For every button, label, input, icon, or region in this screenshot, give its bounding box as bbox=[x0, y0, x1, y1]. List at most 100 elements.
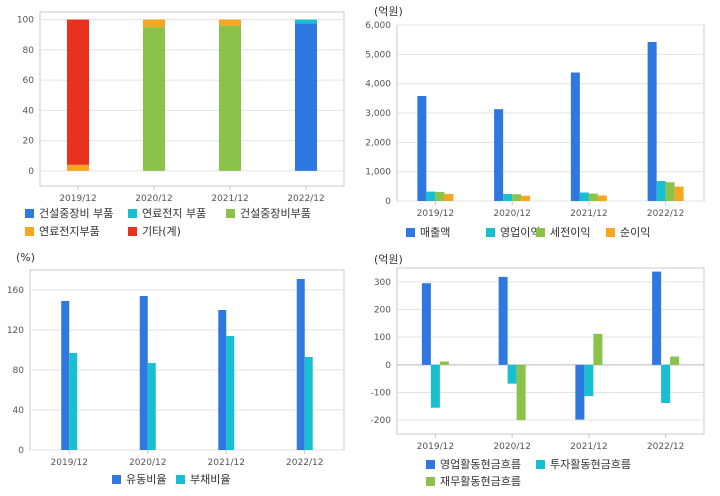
legend-item: 세전이익 bbox=[536, 224, 590, 240]
y-tick-label: 0 bbox=[385, 197, 391, 207]
bar-3-2 bbox=[219, 19, 241, 26]
y-tick-label: 40 bbox=[23, 106, 35, 116]
bar-0-2 bbox=[570, 72, 580, 202]
y-tick-label: 1,000 bbox=[365, 168, 391, 178]
legend-label: 순이익 bbox=[620, 226, 651, 239]
legend-item: 유동비율 bbox=[112, 471, 166, 487]
stacked-ratio-legend: 건설중장비 부품 연료전지 부품 건설중장비부품 연료전지부품 기타(계) bbox=[0, 0, 360, 250]
bar-1-2 bbox=[584, 364, 594, 397]
bar-1-2 bbox=[579, 192, 589, 201]
bar-1-2 bbox=[226, 336, 235, 450]
y-tick-label: 20 bbox=[23, 137, 35, 147]
plot-frame bbox=[39, 11, 345, 187]
bar-2-3 bbox=[670, 356, 680, 365]
bar-0-3 bbox=[296, 279, 305, 450]
x-tick-label: 2021/12 bbox=[570, 442, 607, 452]
x-tick-label: 2019/12 bbox=[59, 194, 96, 204]
bar-2-2 bbox=[588, 193, 598, 201]
legend-swatch bbox=[606, 227, 615, 237]
y-tick-label: 160 bbox=[7, 286, 24, 296]
legend-label: 매출액 bbox=[420, 226, 451, 239]
legend-label: 투자활동현금흐름 bbox=[550, 458, 631, 471]
legend-swatch bbox=[25, 226, 34, 236]
x-tick-label: 2019/12 bbox=[417, 442, 454, 452]
y-tick-label: 80 bbox=[13, 366, 25, 376]
bar-0-2 bbox=[575, 364, 585, 420]
income-chart: 0 1,000 2,000 3,000 4,000 5,000 6,000 2019/12 20… bbox=[365, 21, 705, 219]
bar-2-1 bbox=[143, 27, 165, 171]
legend-item: 영업이익 bbox=[486, 224, 540, 240]
ratio-legend: 유동비율 부채비율 bbox=[0, 248, 360, 496]
x-tick-label: 2021/12 bbox=[208, 458, 245, 468]
y-tick-label: 3,000 bbox=[365, 109, 391, 119]
bar-2-2 bbox=[219, 25, 241, 171]
y-tick-label: 0 bbox=[28, 167, 34, 177]
legend-swatch bbox=[426, 476, 435, 486]
bar-0-3 bbox=[652, 271, 662, 365]
y-tick-label: 100 bbox=[374, 333, 391, 343]
bar-2-3 bbox=[665, 182, 675, 201]
bar-3-0 bbox=[67, 164, 89, 171]
bar-4-0 bbox=[67, 19, 89, 165]
bar-0-1 bbox=[498, 276, 508, 365]
legend-label: 기타(계) bbox=[142, 225, 181, 238]
bar-2-0 bbox=[439, 361, 449, 365]
bar-2-1 bbox=[516, 364, 526, 421]
legend-label: 재무활동현금흐름 bbox=[440, 475, 521, 488]
legend-label: 영업활동현금흐름 bbox=[440, 458, 521, 471]
x-tick-label: 2019/12 bbox=[51, 458, 88, 468]
legend-label: 유동비율 bbox=[126, 473, 167, 486]
bar-2-1 bbox=[512, 194, 522, 201]
legend-label: 세전이익 bbox=[550, 226, 591, 239]
legend-swatch bbox=[128, 208, 137, 218]
bar-2-2 bbox=[593, 333, 603, 365]
x-tick-label: 2022/12 bbox=[287, 194, 324, 204]
bar-1-0 bbox=[430, 364, 440, 408]
bar-0-2 bbox=[218, 310, 227, 450]
bar-0-1 bbox=[139, 296, 148, 450]
legend-swatch bbox=[486, 227, 495, 237]
plot-frame bbox=[29, 269, 345, 451]
x-tick-label: 2021/12 bbox=[570, 209, 607, 219]
legend-item: 매출액 bbox=[406, 224, 450, 240]
legend-label: 연료전지부품 bbox=[39, 225, 100, 238]
bar-1-1 bbox=[503, 193, 513, 201]
cashflow-unit-label: (억원) bbox=[374, 253, 403, 266]
ratio-unit-label: (%) bbox=[16, 251, 36, 264]
legend-item: 영업활동현금흐름 bbox=[426, 456, 521, 472]
legend-label: 연료전지 부품 bbox=[142, 207, 207, 220]
legend-item: 재무활동현금흐름 bbox=[426, 473, 521, 489]
bar-1-3 bbox=[656, 181, 666, 201]
y-tick-label: 5,000 bbox=[365, 50, 391, 60]
y-tick-label: 0 bbox=[18, 446, 24, 456]
cashflow-chart: -200 -100 0 100 200 300 2019/12 2020/12 2021/12 2… bbox=[371, 267, 705, 452]
bar-3-0 bbox=[444, 193, 454, 201]
y-tick-label: 200 bbox=[374, 306, 391, 316]
legend-swatch bbox=[536, 459, 545, 469]
legend-label: 부채비율 bbox=[190, 473, 231, 486]
legend-swatch bbox=[176, 474, 185, 484]
bar-3-1 bbox=[521, 195, 531, 201]
y-tick-label: 2,000 bbox=[365, 138, 391, 148]
legend-swatch bbox=[536, 227, 545, 237]
bar-1-3 bbox=[661, 364, 671, 404]
legend-swatch bbox=[128, 226, 137, 236]
bar-1-3 bbox=[304, 357, 313, 450]
income-unit-label: (억원) bbox=[374, 5, 403, 18]
legend-item: 건설중장비부품 bbox=[226, 205, 311, 221]
legend-item: 연료전지 부품 bbox=[128, 205, 206, 221]
bar-0-0 bbox=[61, 301, 70, 450]
legend-swatch bbox=[25, 208, 34, 218]
legend-swatch bbox=[226, 208, 235, 218]
bar-2-0 bbox=[435, 191, 445, 201]
cashflow-chart-panel: (억원) -200 -100 0 100 200 300 2019/12 2020/12 202… bbox=[360, 248, 720, 496]
y-tick-label: 80 bbox=[23, 46, 35, 56]
y-tick-label: 6,000 bbox=[365, 21, 391, 31]
legend-swatch bbox=[406, 227, 415, 237]
legend-swatch bbox=[426, 459, 435, 469]
bar-0-0 bbox=[421, 283, 431, 365]
y-tick-label: 120 bbox=[7, 326, 24, 336]
legend-item: 순이익 bbox=[606, 224, 650, 240]
bar-3-2 bbox=[597, 195, 607, 201]
